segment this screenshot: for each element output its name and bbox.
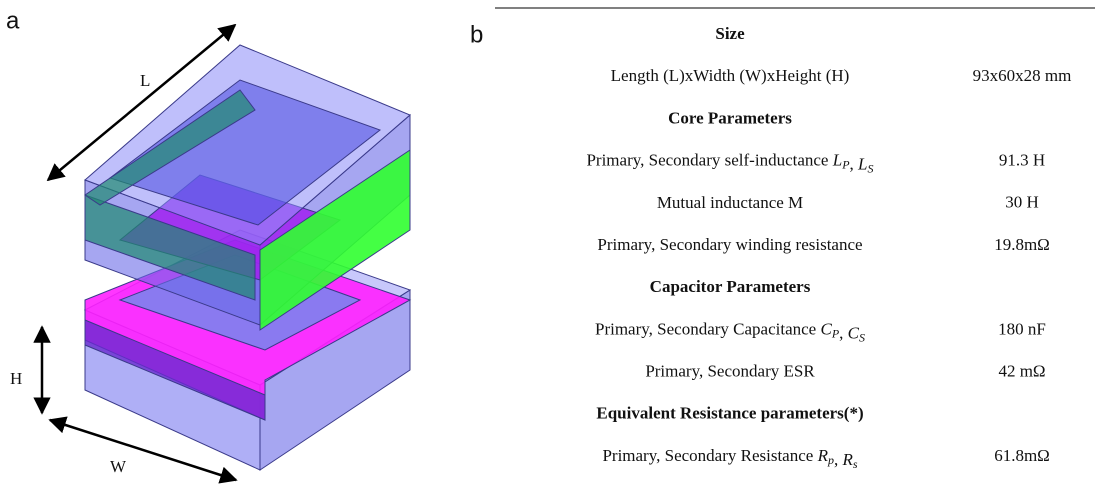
panel-label: b <box>470 21 483 48</box>
math-symbol: L <box>832 151 842 170</box>
label-text: , <box>839 323 848 342</box>
label-text: , <box>834 450 843 469</box>
label-text: Length (L)xWidth (W)xHeight (H) <box>611 66 850 85</box>
row-label: Mutual inductance M <box>657 193 803 212</box>
label-text: Primary, Secondary ESR <box>645 362 815 381</box>
row-label: Primary, Secondary self-inductance LP, L… <box>586 151 873 176</box>
row-label: Primary, Secondary winding resistance <box>597 235 862 254</box>
figure: a b L H W Size Length (L)xWidth (W)xHeigh… <box>0 0 1100 485</box>
section-header: Size <box>715 24 745 43</box>
parameter-table: Size Length (L)xWidth (W)xHeight (H) 93x60… <box>586 24 1071 471</box>
math-subscript: s <box>853 457 858 471</box>
math-symbol: R <box>841 450 853 469</box>
label-text: Primary, Secondary Capacitance <box>595 319 820 338</box>
row-value: 91.3 H <box>999 151 1045 170</box>
math-subscript: S <box>859 330 865 344</box>
row-label: Length (L)xWidth (W)xHeight (H) <box>611 66 850 85</box>
row-value: 42 mΩ <box>998 362 1045 381</box>
row-value: 19.8mΩ <box>994 235 1050 254</box>
row-label: Primary, Secondary ESR <box>645 362 815 381</box>
row-label: Primary, Secondary Capacitance CP, CS <box>595 319 865 344</box>
row-value: 93x60x28 mm <box>973 66 1072 85</box>
dimension-label: W <box>110 457 127 476</box>
math-subscript: S <box>868 161 874 175</box>
label-text: , <box>850 155 859 174</box>
row-value: 30 H <box>1005 193 1039 212</box>
row-value: 61.8mΩ <box>994 446 1050 465</box>
section-header: Equivalent Resistance parameters(*) <box>596 404 863 423</box>
label-text: Primary, Secondary self-inductance <box>586 151 832 170</box>
math-symbol: C <box>820 319 832 338</box>
dimension-label: H <box>10 369 22 388</box>
math-subscript: p <box>827 453 834 467</box>
label-text: Primary, Secondary Resistance <box>602 446 817 465</box>
dimension-label: L <box>140 71 150 90</box>
section-header: Core Parameters <box>668 108 792 127</box>
row-value: 180 nF <box>998 319 1046 338</box>
label-text: Mutual inductance M <box>657 193 803 212</box>
math-symbol: R <box>817 446 829 465</box>
math-symbol: L <box>857 155 867 174</box>
panel-label: a <box>6 7 20 34</box>
math-symbol: C <box>848 323 860 342</box>
section-header: Capacitor Parameters <box>650 277 811 296</box>
label-text: Primary, Secondary winding resistance <box>597 235 862 254</box>
row-label: Primary, Secondary Resistance Rp, Rs <box>602 446 857 471</box>
